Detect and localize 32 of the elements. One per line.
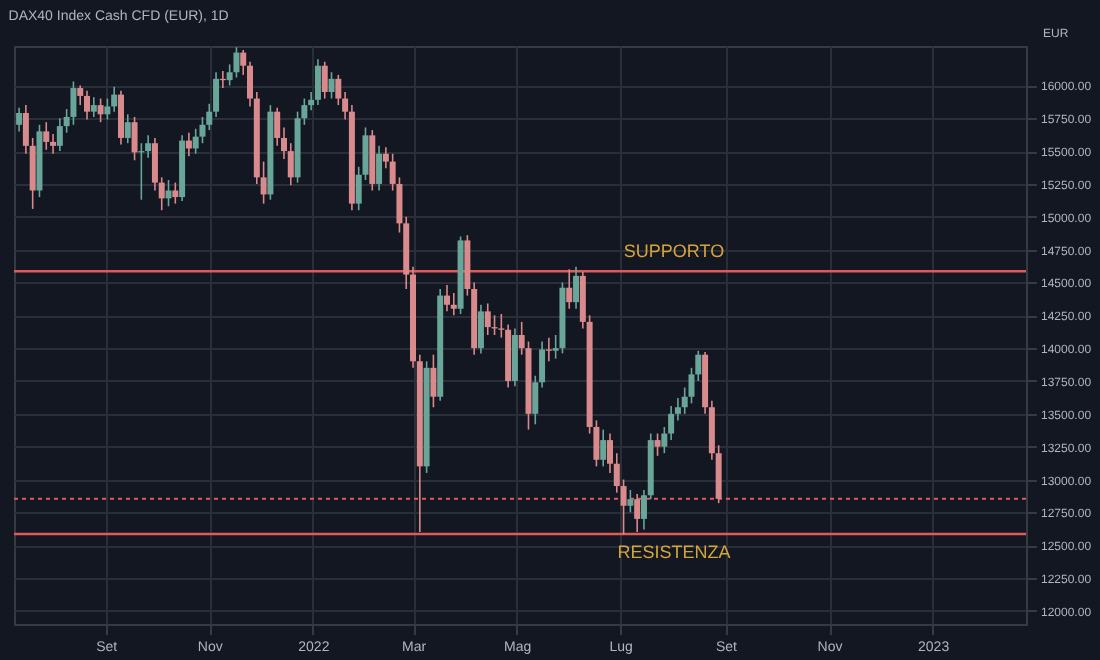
candlestick	[131, 116, 138, 162]
candlestick	[328, 71, 335, 100]
annotation: RESISTENZA	[617, 542, 731, 563]
candlestick	[70, 80, 77, 126]
candlestick	[566, 268, 573, 310]
candlestick	[314, 58, 321, 106]
candlestick	[484, 302, 491, 336]
candlestick	[511, 327, 518, 388]
annotation: SUPPORTO	[623, 241, 725, 262]
candlestick	[233, 46, 240, 79]
candlestick	[600, 428, 607, 468]
candlestick	[43, 121, 50, 151]
candlestick	[84, 89, 91, 121]
candlestick	[56, 117, 63, 152]
candlestick	[16, 106, 23, 133]
candlestick	[172, 181, 179, 205]
candlestick	[450, 292, 457, 317]
candlestick	[545, 336, 552, 363]
candlestick	[90, 96, 97, 118]
candlestick	[654, 432, 661, 457]
candlestick	[124, 113, 131, 145]
candlestick	[573, 265, 580, 310]
candlestick	[634, 493, 641, 533]
candlestick	[321, 60, 328, 100]
candlestick	[477, 303, 484, 355]
candlestick	[443, 284, 450, 313]
candlestick	[97, 97, 104, 123]
candlestick	[430, 353, 437, 409]
candlestick	[376, 145, 383, 192]
candlestick	[117, 89, 124, 146]
candlestick	[111, 85, 118, 113]
candlestick	[627, 489, 634, 514]
